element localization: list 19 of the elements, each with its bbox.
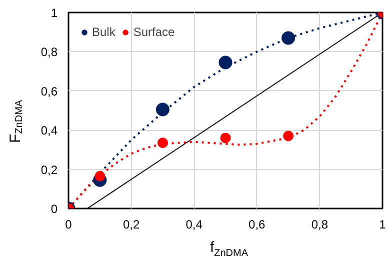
y-tick-label: 1 bbox=[50, 6, 58, 20]
x-tick-label: 1 bbox=[379, 218, 386, 232]
x-tick-label: 0,8 bbox=[311, 218, 328, 232]
x-tick-label: 0,6 bbox=[248, 218, 266, 232]
x-tick-label: 0 bbox=[65, 218, 72, 232]
point bbox=[157, 138, 168, 148]
point bbox=[220, 132, 231, 144]
y-tick-label: 0,4 bbox=[40, 124, 58, 138]
y-tick-label: 0,8 bbox=[40, 45, 58, 60]
y-tick-label: 0 bbox=[50, 202, 58, 216]
legend-label: Surface bbox=[133, 25, 175, 39]
point bbox=[94, 170, 106, 182]
y-tick-label: 0,6 bbox=[40, 84, 58, 98]
legend-label: Bulk bbox=[92, 25, 116, 39]
y-tick-label: 0,2 bbox=[40, 162, 58, 177]
x-tick-label: 0,2 bbox=[122, 218, 140, 232]
x-tick-label: 0,4 bbox=[186, 218, 203, 232]
x-axis-title: f$_{ZnDMA}$ bbox=[210, 238, 248, 261]
point bbox=[156, 102, 170, 116]
